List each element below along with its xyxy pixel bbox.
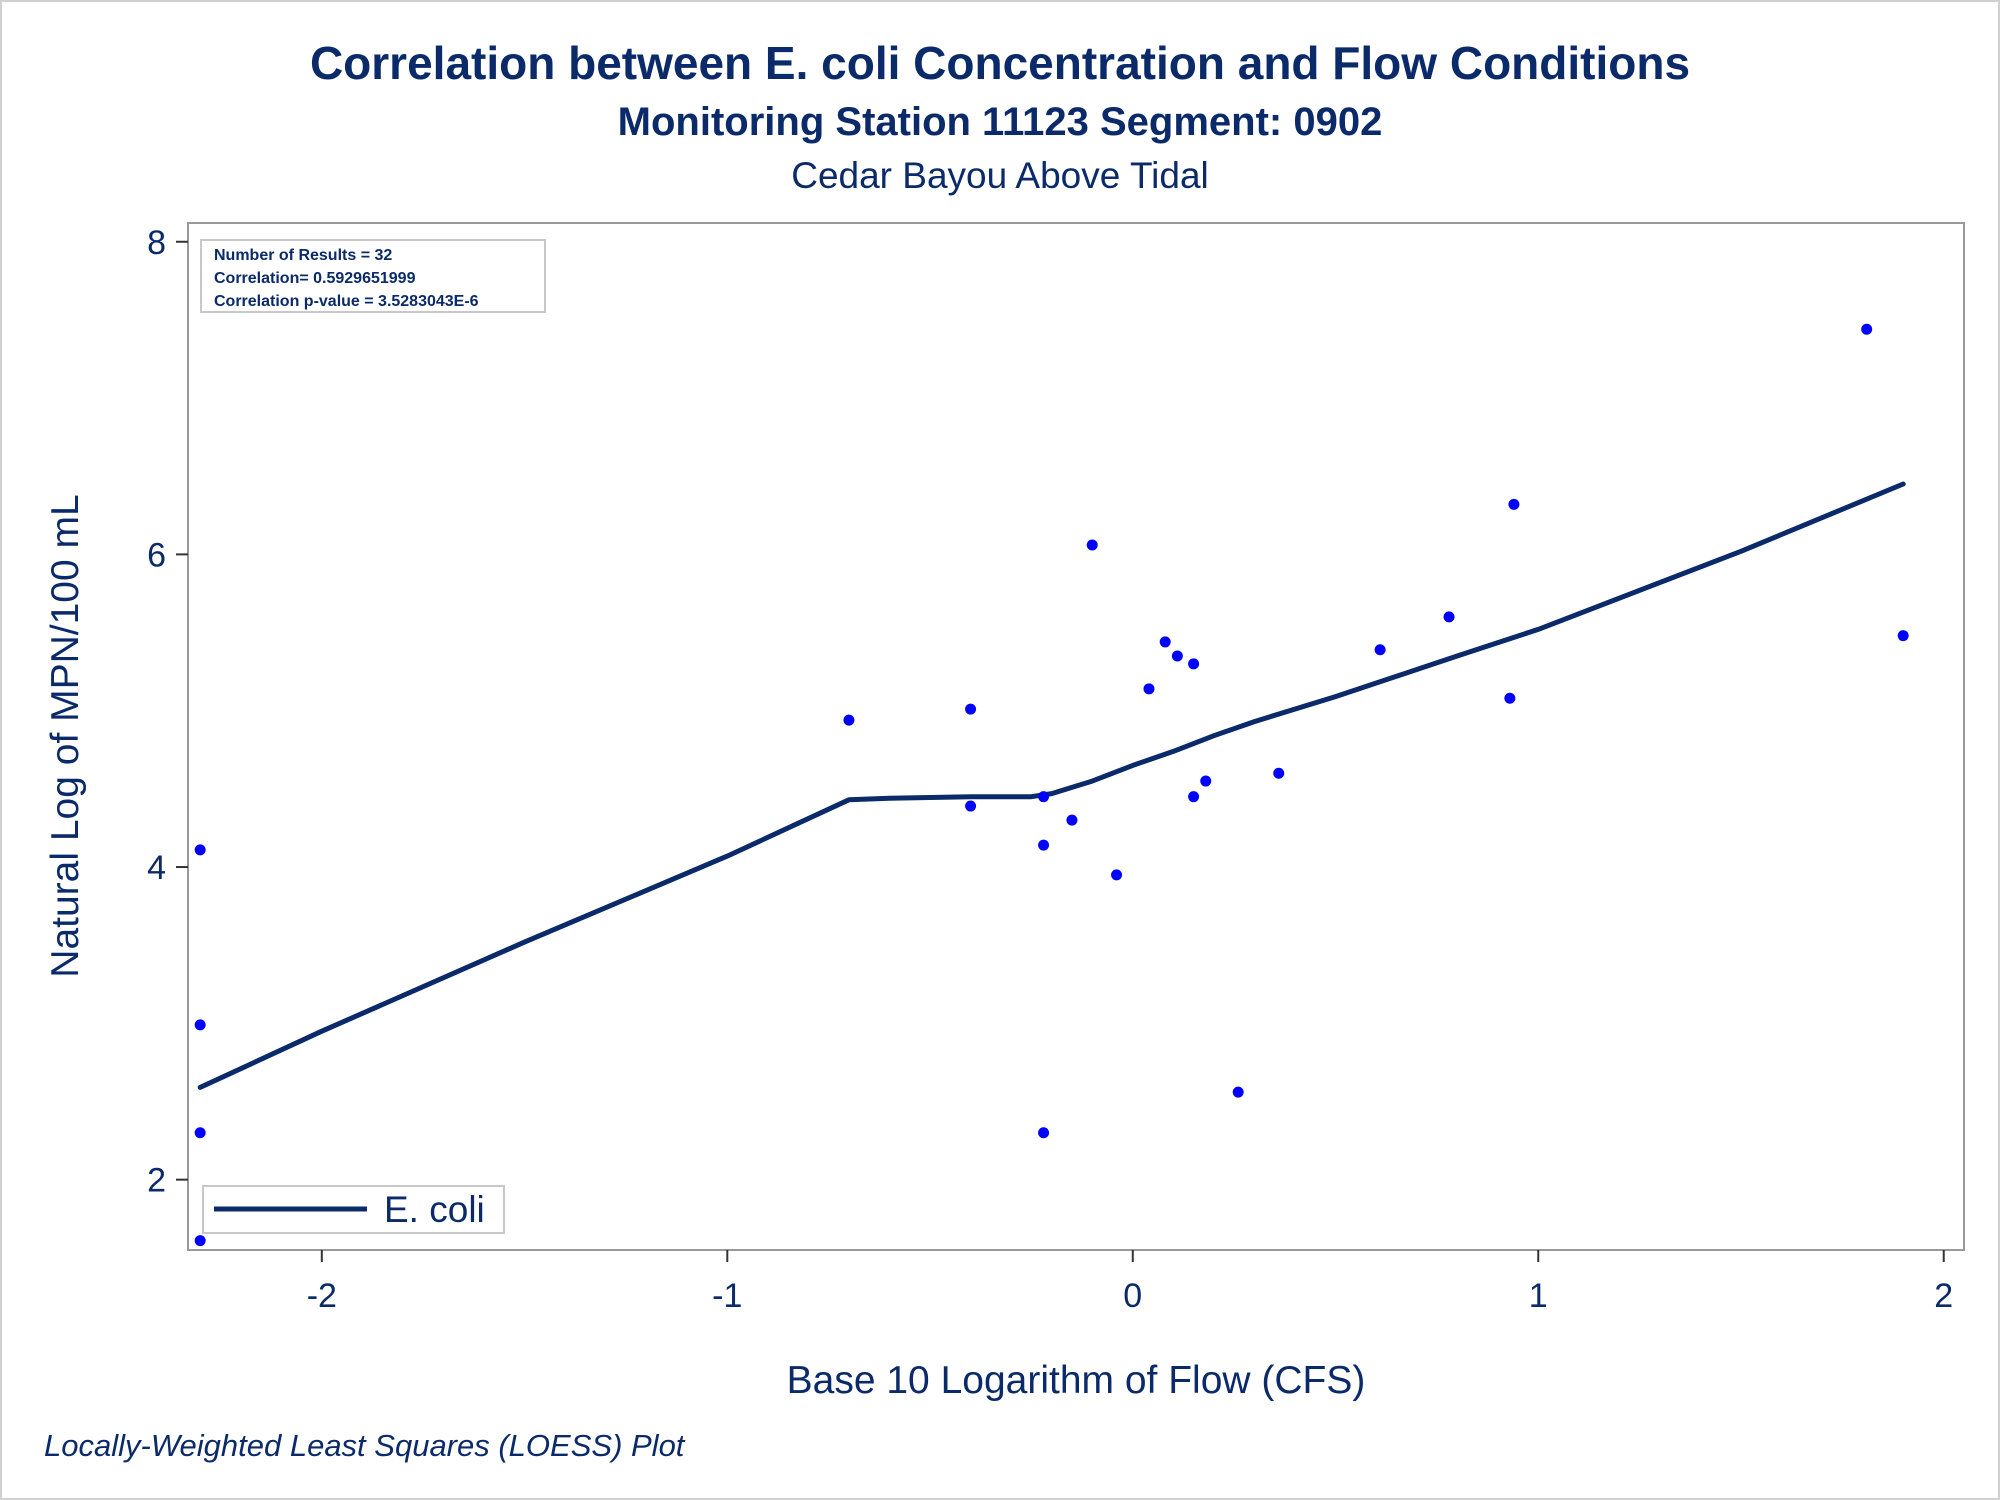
y-axis: 2 4 6 8: [147, 224, 188, 1200]
data-point: [1038, 791, 1050, 803]
y-tick-label: 4: [147, 849, 166, 887]
loess-line: [197, 481, 1906, 1090]
data-point: [843, 714, 855, 726]
data-point: [194, 844, 206, 856]
stats-count: Number of Results = 32: [214, 247, 392, 264]
data-point: [1111, 869, 1123, 881]
chart-subtitle-secondary: Cedar Bayou Above Tidal: [791, 155, 1209, 196]
data-point: [1504, 692, 1516, 704]
data-point: [1086, 539, 1098, 551]
data-point: [1188, 791, 1200, 803]
x-tick-label: 2: [1934, 1277, 1953, 1315]
data-point: [1159, 636, 1171, 648]
data-point: [194, 1019, 206, 1031]
data-point: [1038, 839, 1050, 851]
data-point: [1232, 1086, 1244, 1098]
data-point: [1200, 775, 1212, 787]
data-point: [1066, 814, 1078, 826]
y-axis-title: Natural Log of MPN/100 mL: [44, 494, 87, 977]
legend: E. coli: [202, 1185, 505, 1234]
stats-box: Number of Results = 32 Correlation= 0.59…: [200, 239, 546, 313]
plot-area-frame: [187, 222, 1965, 1251]
legend-label: E. coli: [384, 1189, 485, 1230]
data-point: [1273, 767, 1285, 779]
x-axis-title: Base 10 Logarithm of Flow (CFS): [787, 1359, 1366, 1402]
x-tick-label: 1: [1529, 1277, 1548, 1315]
y-tick-label: 8: [147, 224, 166, 262]
data-point: [1038, 1127, 1050, 1139]
data-point: [194, 1127, 206, 1139]
data-points: [194, 323, 1909, 1247]
x-tick-label: 0: [1123, 1277, 1142, 1315]
chart-subtitle: Monitoring Station 11123 Segment: 0902: [617, 100, 1383, 144]
data-point: [1897, 630, 1909, 642]
data-point: [1443, 611, 1455, 623]
data-point: [1188, 658, 1200, 670]
data-point: [1861, 323, 1873, 335]
data-point: [1171, 650, 1183, 662]
x-tick-label: -2: [307, 1277, 337, 1315]
footnote: Locally-Weighted Least Squares (LOESS) P…: [44, 1428, 685, 1463]
data-point: [1143, 683, 1155, 695]
data-point: [965, 800, 977, 812]
x-tick-label: -1: [712, 1277, 742, 1315]
data-point: [965, 703, 977, 715]
y-tick-label: 2: [147, 1162, 166, 1200]
data-point: [1374, 644, 1386, 656]
stats-correlation: Correlation= 0.5929651999: [214, 270, 416, 287]
stats-p-value: Correlation p-value = 3.5283043E-6: [214, 293, 479, 310]
data-point: [194, 1235, 206, 1247]
y-tick-label: 6: [147, 536, 166, 574]
data-point: [1508, 498, 1520, 510]
chart-title: Correlation between E. coli Concentratio…: [309, 37, 1691, 89]
x-axis: -2 -1 0 1 2: [307, 1250, 1953, 1315]
